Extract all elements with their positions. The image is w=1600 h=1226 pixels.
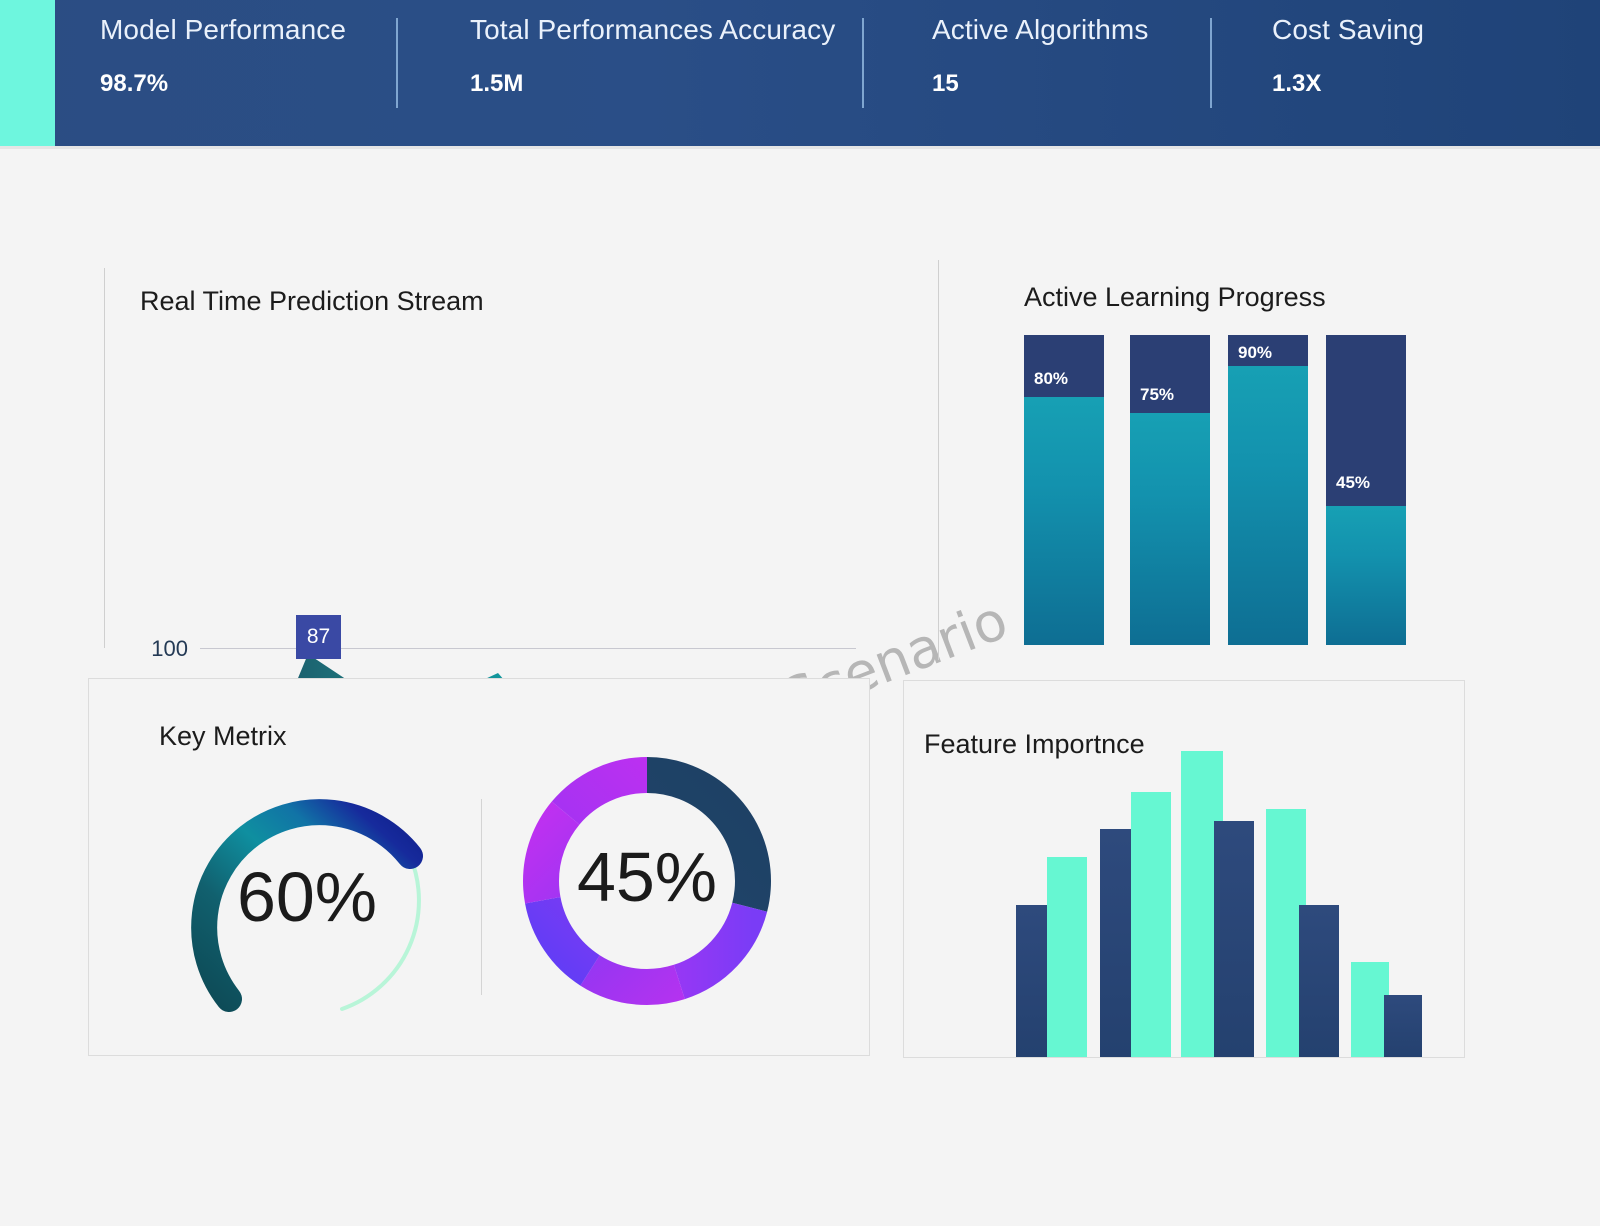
feature-bar-8[interactable] xyxy=(1299,905,1339,1057)
panel-title-feature-importance: Feature Importnce xyxy=(924,729,1145,759)
kpi-cost-saving[interactable]: Cost Saving 1.3X xyxy=(1272,14,1424,98)
kpi-divider-1 xyxy=(396,18,398,108)
kpi-label: Cost Saving xyxy=(1272,14,1425,45)
progress-bar-fill xyxy=(1130,412,1210,645)
progress-bar-2[interactable]: 75% xyxy=(1130,335,1210,645)
feature-bars-plot xyxy=(904,727,1466,1057)
feature-bar-9[interactable] xyxy=(1351,962,1389,1057)
panel-title-key-metrix: Key Metrix xyxy=(159,721,287,751)
panel-left-rule xyxy=(938,260,939,660)
donut-segment-6 xyxy=(523,757,771,1005)
progress-bar-3[interactable]: 90% xyxy=(1228,335,1308,645)
kpi-value: 1.5M xyxy=(470,70,524,97)
panel-active-learning-progress: Active Learning Progress 80% 75% 90% 45% xyxy=(938,260,1483,660)
y-axis-label-100: 100 xyxy=(151,636,188,661)
feature-bar-6[interactable] xyxy=(1214,821,1254,1057)
progress-bar-4[interactable]: 45% xyxy=(1326,335,1406,645)
donut-segment-3 xyxy=(523,757,771,1005)
progress-bar-fill xyxy=(1326,505,1406,645)
header-shadow xyxy=(0,146,1600,149)
header-accent-bar xyxy=(0,0,55,146)
kpi-value: 98.7% xyxy=(100,70,169,97)
panel-real-time-prediction-stream: Real Time Prediction Stream 100 80 60 50… xyxy=(104,268,904,903)
feature-bar-2[interactable] xyxy=(1047,857,1087,1057)
panel-feature-importance: Feature Importnce xyxy=(903,680,1465,1058)
gridline-100 xyxy=(200,648,856,649)
progress-bar-value: 90% xyxy=(1238,343,1273,362)
panel-left-rule xyxy=(104,268,105,648)
feature-bar-10[interactable] xyxy=(1384,995,1422,1057)
kpi-total-performances-accuracy[interactable]: Total Performances Accuracy 1.5M xyxy=(470,14,835,98)
donut-chart[interactable] xyxy=(509,743,785,1019)
progress-bar-value: 75% xyxy=(1140,385,1175,404)
kpi-label: Model Performance xyxy=(100,14,347,45)
progress-bar-value: 45% xyxy=(1336,473,1371,492)
dashboard-header: Model Performance 98.7% Total Performanc… xyxy=(0,0,1600,146)
key-metrix-divider xyxy=(481,799,482,995)
panel-title-real-time-prediction-stream: Real Time Prediction Stream xyxy=(140,286,484,316)
donut-segment-5 xyxy=(523,757,771,1005)
kpi-value: 15 xyxy=(932,70,959,97)
gauge-value-arc xyxy=(191,799,423,1012)
gauge-track xyxy=(340,854,421,1011)
kpi-divider-3 xyxy=(1210,18,1212,108)
data-label-87[interactable]: 87 xyxy=(296,615,341,659)
kpi-divider-2 xyxy=(862,18,864,108)
kpi-value: 1.3X xyxy=(1272,70,1322,97)
progress-bar-1[interactable]: 80% xyxy=(1024,335,1104,645)
gauge-center-value: 60% xyxy=(236,858,378,936)
progress-bar-value: 80% xyxy=(1034,369,1069,388)
kpi-model-performance[interactable]: Model Performance 98.7% xyxy=(100,14,346,98)
feature-bar-4[interactable] xyxy=(1131,792,1171,1057)
panel-title-active-learning-progress: Active Learning Progress xyxy=(1024,282,1326,312)
kpi-active-algorithms[interactable]: Active Algorithms 15 xyxy=(932,14,1148,98)
donut-center-value: 45% xyxy=(576,838,718,916)
gauge-chart[interactable] xyxy=(167,761,447,1041)
kpi-label: Total Performances Accuracy xyxy=(470,14,836,45)
kpi-label: Active Algorithms xyxy=(932,14,1149,45)
progress-bar-fill xyxy=(1228,366,1308,645)
panel-key-metrix: Key Metrix 60% xyxy=(88,678,870,1056)
progress-bar-fill xyxy=(1024,397,1104,645)
